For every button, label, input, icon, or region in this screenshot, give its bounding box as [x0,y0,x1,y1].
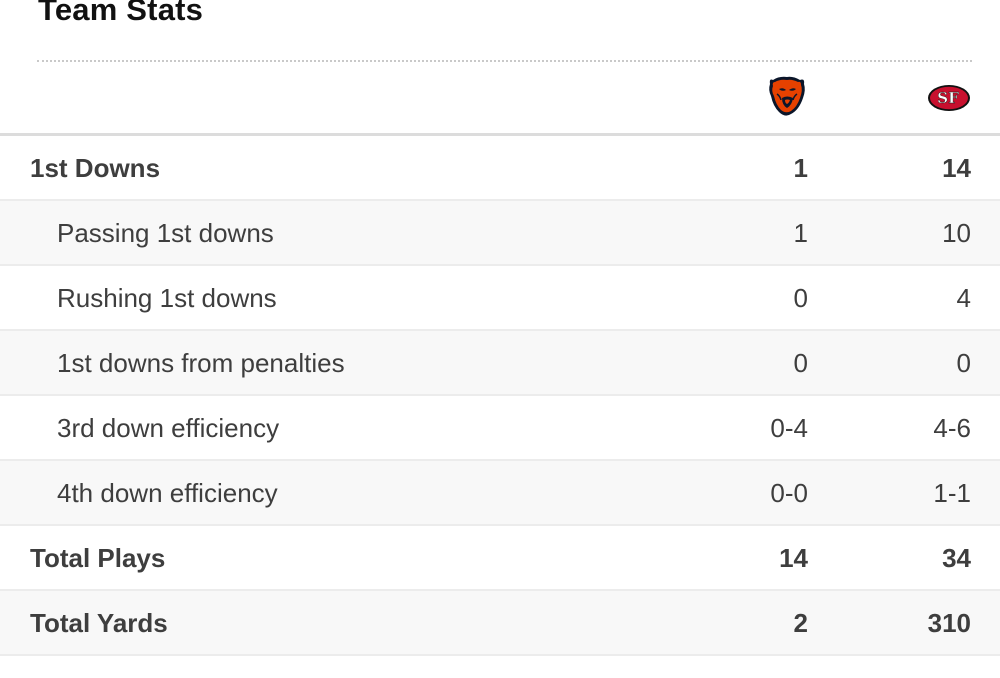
49ers-value: 1-1 [933,478,971,508]
svg-text:SF: SF [937,89,959,107]
stat-label: 1st downs from penalties [57,348,345,378]
49ers-value: 14 [942,153,971,183]
table-row: 1st Downs 1 14 [0,136,1000,201]
49ers-value: 310 [927,608,971,638]
team-logos-header: SF [0,62,1000,134]
bears-value: 1 [793,218,808,248]
table-row: 1st downs from penalties 0 0 [0,331,1000,396]
49ers-value: 10 [942,218,971,248]
stat-label: Passing 1st downs [57,218,274,248]
table-row: Rushing 1st downs 0 4 [0,266,1000,331]
table-row: 3rd down efficiency 0-4 4-6 [0,396,1000,461]
bears-value: 0 [793,283,808,313]
49ers-value: 34 [942,543,971,573]
49ers-value: 4-6 [933,413,971,443]
bears-value: 2 [793,608,808,638]
table-row: 4th down efficiency 0-0 1-1 [0,461,1000,526]
bears-value: 0-4 [770,413,808,443]
49ers-value: 0 [956,348,971,378]
header-divider [0,133,1000,136]
bears-value: 14 [779,543,808,573]
stat-label: 4th down efficiency [57,478,278,508]
stat-label: Total Plays [30,543,166,573]
bears-logo-icon [765,74,809,118]
bears-value: 1 [793,153,808,183]
stat-label: Rushing 1st downs [57,283,277,313]
49ers-value: 4 [956,283,971,313]
section-title: Team Stats [38,0,204,27]
49ers-logo-icon: SF [927,84,971,112]
table-row: Total Yards 2 310 [0,591,1000,656]
bears-value: 0-0 [770,478,808,508]
title-divider [37,60,972,62]
team-stats-table: 1st Downs 1 14 Passing 1st downs 1 10 Ru… [0,136,1000,656]
table-row: Total Plays 14 34 [0,526,1000,591]
stat-label: 3rd down efficiency [57,413,280,443]
bears-value: 0 [793,348,808,378]
stat-label: Total Yards [30,608,168,638]
stat-label: 1st Downs [30,153,161,183]
table-row: Passing 1st downs 1 10 [0,201,1000,266]
